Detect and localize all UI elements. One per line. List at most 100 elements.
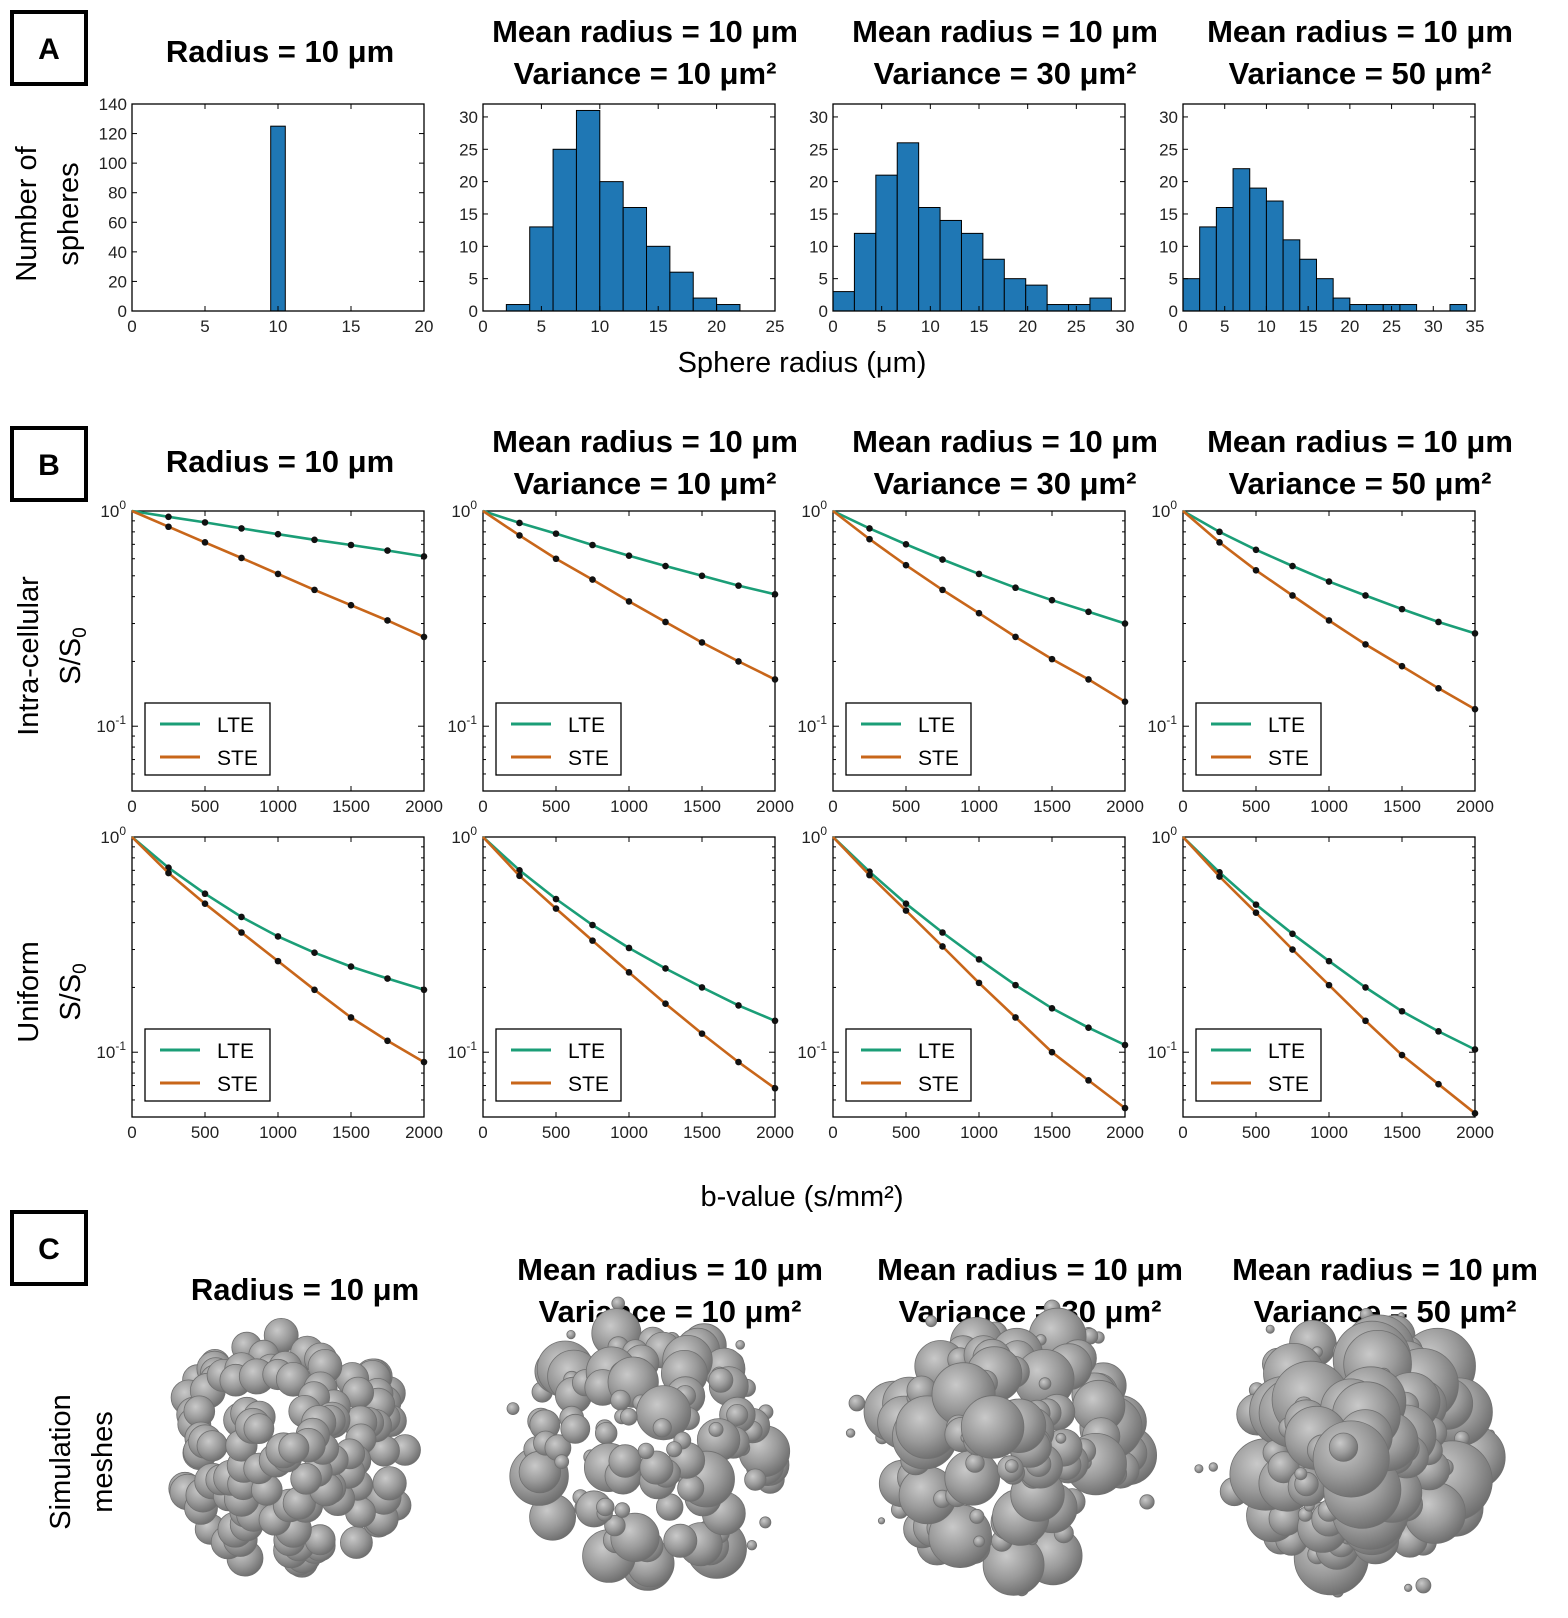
title-a-3-line2: Variance = 50 μm² xyxy=(1229,56,1492,91)
y-tick-label: 15 xyxy=(459,205,478,224)
panel-letter-b: B xyxy=(38,449,60,482)
mesh-sphere xyxy=(614,1502,631,1518)
y-tick-label: 25 xyxy=(1159,140,1178,159)
data-point-lte xyxy=(165,513,172,521)
data-point-ste xyxy=(347,1014,355,1021)
y-tick-label: 15 xyxy=(1159,205,1178,224)
x-tick-label: 25 xyxy=(766,317,785,336)
title-b-0: Radius = 10 μm xyxy=(166,444,394,479)
y-tick-label: 100 xyxy=(1151,824,1177,847)
data-point-lte xyxy=(1289,930,1296,938)
mesh-sphere xyxy=(652,1418,672,1438)
data-point-ste xyxy=(238,929,245,936)
data-point-ste xyxy=(662,1000,669,1008)
mesh-sphere xyxy=(554,1454,570,1470)
x-tick-label: 1500 xyxy=(332,797,370,816)
signal-plot-uniform-0: 0 500 1000 1500 2000 100 10-1 LTE STE xyxy=(96,824,443,1142)
x-tick-label: 10 xyxy=(1257,317,1276,336)
data-point-lte xyxy=(311,949,318,956)
legend-label-ste: STE xyxy=(1268,747,1309,770)
y-tick-label: 60 xyxy=(108,213,127,232)
mesh-sphere xyxy=(1265,1324,1275,1334)
data-point-lte xyxy=(1398,605,1406,613)
data-point-lte xyxy=(1012,584,1019,592)
x-tick-label: 0 xyxy=(478,1123,487,1142)
x-tick-label: 0 xyxy=(478,317,487,336)
data-point-lte xyxy=(662,562,669,570)
legend-label-ste: STE xyxy=(568,1073,609,1096)
title-c-2-line1: Mean radius = 10 μm xyxy=(877,1252,1183,1287)
x-tick-label: 2000 xyxy=(1106,1123,1144,1142)
data-point-lte xyxy=(347,963,355,970)
mesh-sphere xyxy=(1139,1494,1155,1510)
mesh-sphere xyxy=(1267,1451,1300,1484)
data-point-ste xyxy=(698,1030,706,1037)
legend: LTE STE xyxy=(495,702,622,776)
mesh-y-label-line1: Simulation xyxy=(45,1394,77,1529)
y-tick-label: 100 xyxy=(801,498,827,521)
mesh-variance-30 xyxy=(845,1299,1158,1597)
mesh-variance-10 xyxy=(506,1296,791,1591)
y-tick-label: 0 xyxy=(1169,302,1178,321)
x-tick-label: 500 xyxy=(892,797,920,816)
data-point-ste xyxy=(384,1037,391,1045)
plot-frame xyxy=(482,103,776,312)
x-tick-label: 1500 xyxy=(1033,797,1071,816)
y-tick-label: 40 xyxy=(108,243,127,262)
x-tick-label: 1500 xyxy=(332,1123,370,1142)
histogram-1: 0 5 10 15 20 25 0 5 10 15 20 25 30 xyxy=(459,103,785,336)
data-point-ste xyxy=(1435,1080,1442,1088)
hist-bar xyxy=(1265,200,1284,312)
mesh-sphere xyxy=(744,1468,767,1491)
data-point-ste xyxy=(1471,1110,1479,1117)
x-tick-label: 0 xyxy=(828,797,837,816)
hist-bar xyxy=(1449,304,1468,312)
data-point-lte xyxy=(1085,608,1092,616)
mesh-radius-10 xyxy=(168,1318,421,1578)
mesh-sphere xyxy=(708,1367,734,1393)
panel-label-b: B xyxy=(10,426,88,502)
y-tick-label: 120 xyxy=(99,125,127,144)
legend-label-lte: LTE xyxy=(217,714,254,737)
mesh-sphere xyxy=(1415,1577,1432,1594)
data-point-lte xyxy=(347,541,355,549)
data-point-ste xyxy=(420,1058,428,1066)
hist-bar xyxy=(1349,304,1368,312)
y-tick-label: 10-1 xyxy=(797,713,827,736)
mesh-sphere xyxy=(845,1428,856,1438)
data-point-ste xyxy=(771,676,779,683)
data-point-lte xyxy=(771,1017,779,1025)
title-a-1-line2: Variance = 10 μm² xyxy=(514,56,777,91)
hist-bar xyxy=(960,232,984,312)
data-point-lte xyxy=(1289,562,1296,570)
y-tick-label: 100 xyxy=(451,498,477,521)
y-tick-label: 10-1 xyxy=(96,1039,126,1062)
data-point-ste xyxy=(274,957,282,965)
data-point-lte xyxy=(1398,1007,1406,1015)
histogram-2: 0 5 10 15 20 25 30 0 5 10 15 20 25 30 xyxy=(809,103,1134,336)
legend-box xyxy=(1195,1028,1322,1102)
data-point-lte xyxy=(1362,984,1369,991)
x-tick-label: 10 xyxy=(269,317,288,336)
x-tick-label: 500 xyxy=(542,1123,570,1142)
data-point-lte xyxy=(698,984,706,991)
data-point-ste xyxy=(735,1058,742,1066)
mesh-sphere xyxy=(610,1389,631,1411)
data-point-lte xyxy=(1048,1004,1056,1012)
data-point-ste xyxy=(1216,539,1223,546)
titles-row-a: Radius = 10 μm Mean radius = 10 μm Varia… xyxy=(166,14,1513,91)
data-point-lte xyxy=(1325,957,1333,965)
title-a-2-line1: Mean radius = 10 μm xyxy=(852,14,1158,49)
intra-y-label-line2: S/S0 xyxy=(55,627,91,684)
data-point-ste xyxy=(1252,567,1260,574)
mesh-sphere xyxy=(604,1514,626,1537)
x-tick-label: 2000 xyxy=(405,1123,443,1142)
x-tick-label: 0 xyxy=(1178,797,1187,816)
data-point-lte xyxy=(516,867,523,874)
data-point-ste xyxy=(1435,685,1442,692)
y-tick-label: 0 xyxy=(118,302,127,321)
data-point-ste xyxy=(1362,641,1369,648)
mesh-sphere xyxy=(726,1404,749,1427)
histogram-0: 0 5 10 15 20 0 20 40 60 80 100 120 140 xyxy=(99,95,434,336)
